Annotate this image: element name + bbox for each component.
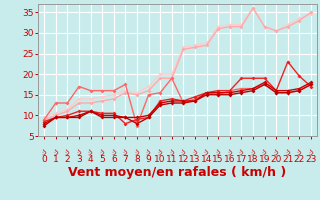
- Text: ك: ك: [52, 148, 60, 157]
- X-axis label: Vent moyen/en rafales ( km/h ): Vent moyen/en rafales ( km/h ): [68, 166, 287, 179]
- Text: ك: ك: [179, 148, 188, 157]
- Text: ك: ك: [272, 148, 280, 157]
- Text: ك: ك: [121, 148, 130, 157]
- Text: ك: ك: [86, 148, 95, 157]
- Text: ك: ك: [307, 148, 315, 157]
- Text: ك: ك: [295, 148, 304, 157]
- Text: ك: ك: [168, 148, 176, 157]
- Text: ك: ك: [214, 148, 222, 157]
- Text: ك: ك: [110, 148, 118, 157]
- Text: ك: ك: [249, 148, 257, 157]
- Text: ك: ك: [144, 148, 153, 157]
- Text: ك: ك: [156, 148, 164, 157]
- Text: ك: ك: [98, 148, 106, 157]
- Text: ك: ك: [260, 148, 269, 157]
- Text: ك: ك: [40, 148, 48, 157]
- Text: ك: ك: [63, 148, 72, 157]
- Text: ك: ك: [203, 148, 211, 157]
- Text: ك: ك: [226, 148, 234, 157]
- Text: ك: ك: [75, 148, 83, 157]
- Text: ك: ك: [191, 148, 199, 157]
- Text: ك: ك: [284, 148, 292, 157]
- Text: ك: ك: [133, 148, 141, 157]
- Text: ك: ك: [237, 148, 245, 157]
